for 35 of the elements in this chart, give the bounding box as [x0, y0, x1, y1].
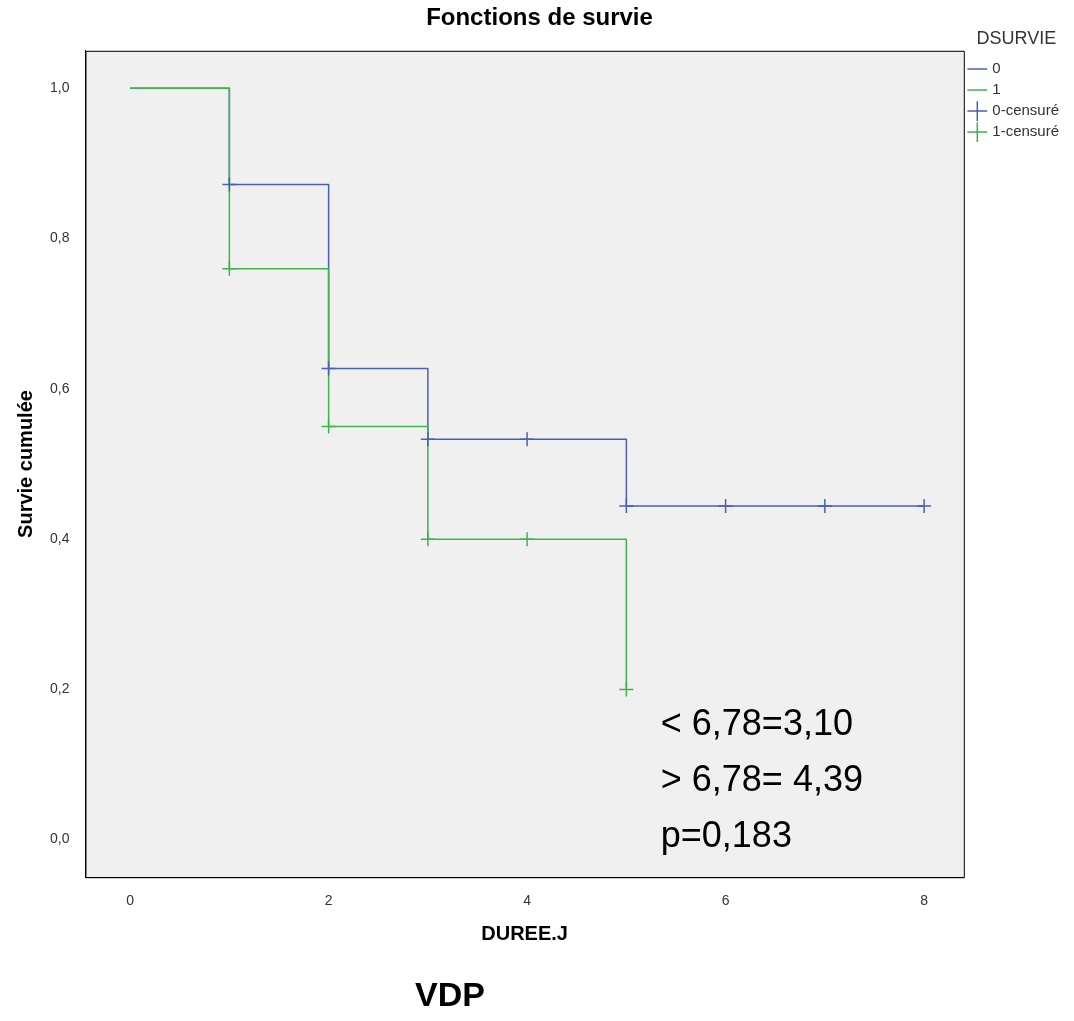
- chart-title: Fonctions de survie: [426, 3, 653, 31]
- y-tick-label: 0,8: [49, 229, 70, 246]
- x-axis-title: DUREE.J: [481, 921, 568, 944]
- legend-label: 0-censuré: [992, 101, 1059, 119]
- annotation: > 6,78= 4,39: [660, 758, 863, 800]
- point: [221, 176, 238, 193]
- point: [817, 498, 833, 514]
- text: VDP: [414, 975, 486, 1014]
- x-tick-label: 0: [126, 892, 135, 909]
- point: [717, 498, 734, 514]
- y-tick-label: 0,6: [49, 379, 70, 396]
- y-axis-title: Survie cumulée: [13, 390, 36, 538]
- y-tick-label: 0,4: [49, 529, 70, 546]
- point: [618, 681, 635, 698]
- point: [320, 360, 337, 377]
- y-tick-label: 0,2: [49, 680, 70, 697]
- x-tick-label: 8: [920, 892, 929, 909]
- point: [420, 531, 436, 547]
- point: [618, 498, 635, 514]
- x-tick-label: 2: [324, 892, 333, 909]
- legend-title: DSURVIE: [976, 27, 1057, 48]
- point: [420, 431, 436, 447]
- point: [519, 531, 535, 547]
- y-tick-label: 0,0: [49, 830, 70, 847]
- legend-label: 0: [992, 59, 1001, 77]
- x-tick-label: 6: [721, 892, 730, 909]
- annotation: p=0,183: [660, 814, 792, 856]
- point: [916, 498, 932, 514]
- point: [221, 260, 238, 277]
- y-tick-label: 1,0: [49, 79, 70, 96]
- legend-label: 1-censuré: [992, 122, 1059, 140]
- point: [320, 418, 337, 435]
- legend-label: 1: [992, 80, 1001, 98]
- annotation: < 6,78=3,10: [660, 702, 853, 744]
- x-tick-label: 4: [523, 892, 532, 909]
